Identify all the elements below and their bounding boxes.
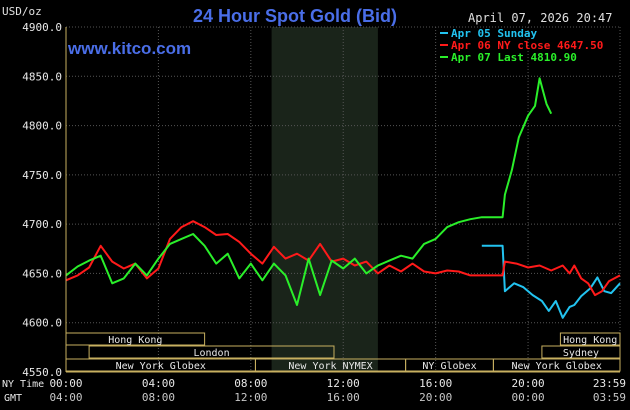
axes: 4900.0 4850.0 4800.0 4750.0 4700.0 4650.0 4600… (2, 21, 626, 404)
x-tick-label-gmt: 12:00 (234, 391, 267, 404)
y-axis-unit-label: USD/oz (2, 5, 42, 18)
shaded-nymex-session (271, 27, 378, 372)
session-box (559, 332, 621, 346)
y-tick-label: 4750.0 (22, 169, 62, 182)
x-tick-label-gmt: 03:59 (593, 391, 626, 404)
x-tick-label-gmt: 08:00 (142, 391, 175, 404)
session-label: Hong Kong (108, 335, 162, 346)
x-tick-label-ny: 08:00 (234, 377, 267, 390)
x-tick-label-ny: 16:00 (419, 377, 452, 390)
y-tick-label: 4900.0 (22, 21, 62, 34)
x-tick-label-gmt: 20:00 (419, 391, 452, 404)
session-label: Sydney (563, 348, 599, 359)
x-tick-label-gmt: 16:00 (327, 391, 360, 404)
x-tick-label-ny: 23:59 (593, 377, 626, 390)
legend-entry: Apr 06 NY close 4647.50 (451, 39, 603, 52)
gmt-row-label: GMT (4, 393, 22, 404)
series-line (481, 244, 621, 319)
session-label: Hong Kong (563, 335, 617, 346)
y-tick-label: 4550.0 (22, 366, 62, 379)
session-label: New York NYMEX (288, 361, 372, 372)
x-tick-label-gmt: 00:00 (511, 391, 544, 404)
y-tick-label: 4600.0 (22, 317, 62, 330)
session-label: New York Globex (512, 361, 602, 372)
legend-entry: Apr 05 Sunday (451, 27, 537, 40)
chart-title: 24 Hour Spot Gold (Bid) (193, 6, 397, 26)
x-tick-label-ny: 12:00 (327, 377, 360, 390)
session-label: London (193, 348, 229, 359)
watermark-link[interactable]: www.kitco.com (67, 39, 191, 58)
series-lines (65, 77, 621, 319)
timestamp: April 07, 2026 20:47 (468, 11, 613, 25)
ny-time-row-label: NY Time (2, 379, 44, 390)
y-tick-label: 4800.0 (22, 120, 62, 133)
session-box (88, 345, 335, 359)
y-tick-label: 4700.0 (22, 218, 62, 231)
session-box (541, 345, 621, 359)
x-tick-label-ny: 20:00 (511, 377, 544, 390)
legend-entry: Apr 07 Last 4810.90 (451, 51, 577, 64)
y-tick-label: 4850.0 (22, 70, 62, 83)
y-tick-label: 4650.0 (22, 267, 62, 280)
series-line (65, 77, 553, 306)
x-tick-label-ny: 04:00 (142, 377, 175, 390)
x-tick-label-ny: 00:00 (49, 377, 82, 390)
session-box (492, 358, 621, 372)
session-label: NY Globex (422, 361, 476, 372)
x-tick-label-gmt: 04:00 (49, 391, 82, 404)
series-line (65, 220, 621, 297)
session-label: New York Globex (116, 361, 206, 372)
